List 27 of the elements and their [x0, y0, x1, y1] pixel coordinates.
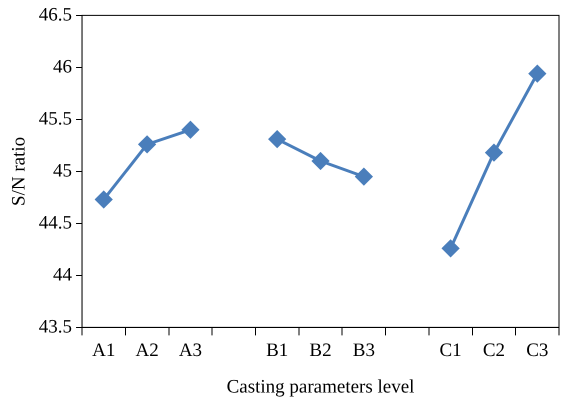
y-tick-label: 44.5 [38, 212, 72, 234]
point [528, 65, 546, 82]
x-tick-label: B2 [309, 340, 332, 361]
y-tick-label: 46.5 [38, 4, 72, 26]
y-axis-title: S/N ratio [8, 136, 30, 206]
y-tick-label: 43.5 [38, 316, 72, 338]
y-tick-label: 44 [53, 264, 73, 286]
point [95, 190, 112, 208]
point [268, 130, 286, 148]
x-tick-label: A3 [178, 340, 202, 361]
y-tick-label: 46 [53, 56, 72, 78]
x-tick-label: C3 [526, 340, 548, 361]
point [312, 152, 330, 170]
x-tick-label: C1 [440, 340, 462, 361]
x-tick-label: B3 [352, 340, 375, 361]
point [355, 168, 372, 186]
point [442, 240, 460, 257]
x-axis-title: Casting parameters level [226, 376, 414, 398]
x-tick-label: B1 [266, 340, 288, 361]
point [138, 136, 156, 153]
x-tick-label: A1 [92, 340, 116, 361]
point [182, 121, 199, 138]
y-tick-label: 45 [53, 160, 72, 182]
point [485, 144, 502, 162]
y-tick-label: 45.5 [38, 108, 72, 130]
x-tick-label: C2 [482, 340, 506, 361]
x-tick-label: A2 [135, 340, 159, 361]
